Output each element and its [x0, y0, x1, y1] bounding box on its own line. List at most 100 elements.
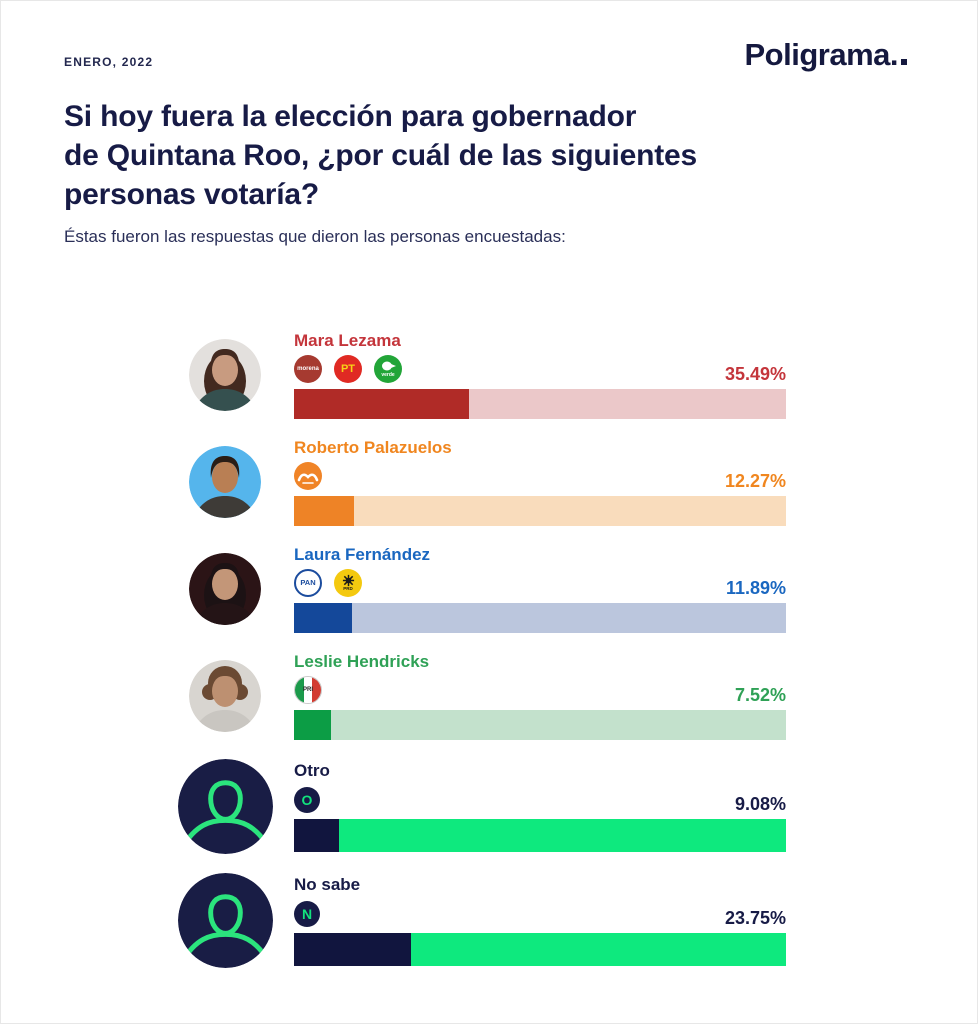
- poll-row: Mara Lezama morena PT verde 35.49%: [1, 331, 977, 419]
- candidate-name: Leslie Hendricks: [294, 652, 430, 671]
- candidate-photo-avatar: [189, 660, 261, 732]
- bar-fill: [294, 933, 411, 966]
- option-badge-letter: N: [301, 906, 313, 922]
- poll-rows: Mara Lezama morena PT verde 35.49% Roberto…: [1, 331, 977, 968]
- poll-row: Leslie Hendricks PRI 7.52%: [1, 652, 977, 740]
- percentage-label: 9.08%: [734, 794, 786, 814]
- option-badge-letter: O: [301, 792, 313, 808]
- poll-title-line-2: de Quintana Roo, ¿por cuál de las siguie…: [64, 139, 697, 172]
- pri-white-stripe: [303, 677, 313, 703]
- party-logo-morena: morena: [294, 355, 322, 383]
- brand-logo-text: Poligrama.: [744, 37, 899, 72]
- row-content: Mara Lezama morena PT verde 35.49%: [294, 331, 786, 419]
- avatar-column: [176, 339, 274, 411]
- poll-subtitle: Éstas fueron las respuestas que dieron l…: [64, 227, 566, 246]
- candidate-photo: [189, 339, 261, 411]
- bar-track: [294, 819, 786, 852]
- registered-mark-icon: [901, 59, 907, 65]
- row-meta: 12.27%: [294, 462, 786, 490]
- poll-row: Laura Fernández PAN PRD 11.89%: [1, 545, 977, 633]
- poll-row: No sabe N 23.75%: [1, 873, 977, 968]
- poll-title-line-3: personas votaría?: [64, 178, 320, 211]
- person-placeholder-avatar: [177, 759, 273, 854]
- row-meta: PRI 7.52%: [294, 676, 786, 704]
- party-logo-prd: PRD: [334, 569, 362, 597]
- candidate-photo-avatar: [189, 553, 261, 625]
- person-placeholder-avatar: [177, 873, 273, 968]
- candidate-photo: [189, 660, 261, 732]
- row-content: Leslie Hendricks PRI 7.52%: [294, 652, 786, 740]
- party-logos: morena PT verde: [294, 355, 402, 383]
- bar-track: [294, 496, 786, 526]
- party-logo-pan: PAN: [294, 569, 322, 597]
- candidate-name: Mara Lezama: [294, 331, 401, 350]
- avatar-column: [176, 759, 274, 854]
- mc-bird-icon: [297, 473, 319, 484]
- row-meta: N 23.75%: [294, 899, 786, 927]
- bar-fill: [294, 603, 353, 633]
- morena-label: morena: [297, 366, 319, 372]
- party-logo-pt: PT: [334, 355, 362, 383]
- bar-track: [294, 389, 786, 419]
- brand-logo: Poligrama.: [744, 37, 907, 72]
- prd-sun-icon: [342, 575, 354, 587]
- pri-green-stripe: [295, 677, 304, 703]
- percentage-label: 12.27%: [724, 471, 786, 491]
- header: ENERO, 2022 Poligrama.: [1, 1, 977, 71]
- person-icon: [177, 873, 273, 968]
- percentage-label: 35.49%: [724, 364, 786, 384]
- candidate-photo: [189, 446, 261, 518]
- row-content: Roberto Palazuelos 12.27%: [294, 438, 786, 526]
- pri-red-stripe: [312, 677, 321, 703]
- avatar-column: [176, 660, 274, 732]
- party-logo-option-badge: N: [294, 901, 320, 927]
- bar-fill: [294, 710, 331, 740]
- party-logo-pvem: verde: [374, 355, 402, 383]
- row-content: Otro O 9.08%: [294, 761, 786, 852]
- candidate-photo-avatar: [189, 339, 261, 411]
- candidate-name: Otro: [294, 761, 330, 780]
- candidate-photo: [189, 553, 261, 625]
- row-content: No sabe N 23.75%: [294, 875, 786, 966]
- candidate-name: No sabe: [294, 875, 361, 894]
- row-content: Laura Fernández PAN PRD 11.89%: [294, 545, 786, 633]
- percentage-label: 11.89%: [725, 578, 786, 598]
- pvem-toucan-icon: [382, 361, 396, 371]
- person-icon: [177, 759, 273, 854]
- party-logos: N: [294, 901, 320, 927]
- party-logo-pri: PRI: [294, 676, 322, 704]
- pvem-label: verde: [381, 372, 395, 378]
- row-meta: O 9.08%: [294, 785, 786, 813]
- prd-label: PRD: [343, 586, 353, 592]
- bar-fill: [294, 496, 355, 526]
- candidate-name: Roberto Palazuelos: [294, 438, 452, 457]
- date-label: ENERO, 2022: [64, 55, 154, 69]
- pan-label: PAN: [300, 578, 316, 588]
- party-logo-mc: [294, 462, 322, 490]
- avatar-column: [176, 553, 274, 625]
- bar-fill: [294, 389, 469, 419]
- bar-track: [294, 710, 786, 740]
- percentage-label: 7.52%: [734, 685, 786, 705]
- poll-title: Si hoy fuera la elección para gobernador…: [64, 97, 917, 214]
- candidate-photo-avatar: [189, 446, 261, 518]
- party-logos: [294, 462, 322, 490]
- party-logos: O: [294, 787, 320, 813]
- poll-row: Roberto Palazuelos 12.27%: [1, 438, 977, 526]
- row-meta: morena PT verde 35.49%: [294, 355, 786, 383]
- avatar-column: [176, 873, 274, 968]
- bar-track: [294, 603, 786, 633]
- row-meta: PAN PRD 11.89%: [294, 569, 786, 597]
- poll-row: Otro O 9.08%: [1, 759, 977, 854]
- candidate-name: Laura Fernández: [294, 545, 431, 564]
- pt-label: PT: [340, 362, 356, 375]
- bar-fill: [294, 819, 339, 852]
- pri-label: PRI: [302, 687, 313, 693]
- poll-title-line-1: Si hoy fuera la elección para gobernador: [64, 100, 637, 133]
- bar-track: [294, 933, 786, 966]
- party-logos: PRI: [294, 676, 322, 704]
- avatar-column: [176, 446, 274, 518]
- percentage-label: 23.75%: [724, 908, 786, 928]
- party-logo-option-badge: O: [294, 787, 320, 813]
